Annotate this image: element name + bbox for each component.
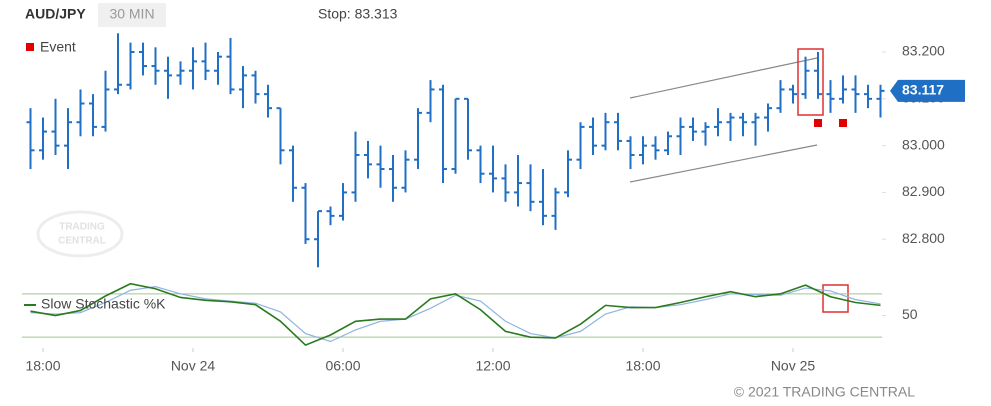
symbol: AUD/JPY [25, 6, 86, 22]
x-tick-label: 12:00 [475, 358, 510, 374]
watermark-text: CENTRAL [58, 236, 106, 247]
y2-tick-label: 50 [902, 306, 918, 322]
y-tick-label: 83.000 [902, 136, 945, 152]
last-price-label: 83.117 [902, 82, 944, 98]
x-tick-label: 06:00 [325, 358, 360, 374]
y-tick-label: 83.200 [902, 43, 945, 59]
interval-box [98, 3, 166, 27]
y-tick-label: 82.900 [902, 183, 945, 199]
watermark-text: TRADING [59, 222, 105, 233]
event-marker [814, 119, 822, 127]
event-legend-marker [26, 43, 34, 51]
legend-label: Slow Stochastic %K [41, 296, 166, 312]
x-tick-label: 18:00 [625, 358, 660, 374]
x-tick-label: Nov 24 [171, 358, 216, 374]
watermark-ring [36, 210, 124, 258]
interval: 30 MIN [109, 6, 154, 22]
highlight-box [797, 48, 824, 116]
last-price-tag [890, 79, 965, 102]
stop-label: Stop: 83.313 [318, 6, 398, 22]
x-tick-label: 18:00 [25, 358, 60, 374]
watermark: TRADING CENTRAL [36, 210, 124, 258]
event-legend: Event [40, 39, 76, 55]
x-tick-label: Nov 25 [771, 358, 816, 374]
stochastic-line [30, 282, 881, 347]
channel-lower [629, 144, 818, 183]
highlight-box [822, 284, 849, 313]
channel-upper [629, 57, 818, 99]
y-tick-label: 82.800 [902, 230, 945, 246]
footer: © 2021 TRADING CENTRAL [734, 384, 915, 400]
event-marker [839, 119, 847, 127]
